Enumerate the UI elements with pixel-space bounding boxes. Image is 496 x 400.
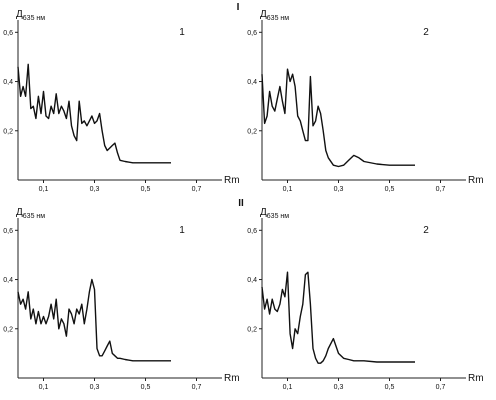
x-tick-label: 0,5 <box>141 186 151 193</box>
x-tick-label: 0,7 <box>436 186 446 193</box>
y-tick-label: 0,6 <box>247 30 257 37</box>
x-tick-label: 0,5 <box>385 384 395 391</box>
y-axis-label-sub: 635 нм <box>267 213 289 220</box>
y-tick-label: 0,4 <box>3 277 13 284</box>
x-tick-label: 0,3 <box>90 384 100 391</box>
series-line <box>17 278 171 362</box>
x-tick-label: 0,5 <box>385 186 395 193</box>
x-axis-label: Rm <box>468 373 484 384</box>
chart-panel-4: 0,1 0,3 0,5 0,7 0,2 0,4 0,6 Д635 нм Rm 2 <box>247 207 483 391</box>
y-axis-label-sub: 635 нм <box>267 15 289 22</box>
y-axis-label-sub: 635 нм <box>23 213 45 220</box>
x-tick-label: 0,3 <box>334 186 344 193</box>
series-line <box>261 68 415 168</box>
y-axis-label: Д635 нм <box>260 207 289 220</box>
x-tick-label: 0,7 <box>192 384 202 391</box>
y-axis-label-sub: 635 нм <box>23 15 45 22</box>
series-line <box>261 271 415 364</box>
x-tick-label: 0,3 <box>90 186 100 193</box>
panel-label: 1 <box>179 225 185 236</box>
panel-label: 2 <box>423 225 429 236</box>
x-tick-label: 0,1 <box>39 186 49 193</box>
y-axis-label-main: Д <box>260 207 267 218</box>
series-line <box>17 63 171 164</box>
x-tick-label: 0,1 <box>283 384 293 391</box>
y-tick-label: 0,2 <box>3 326 13 333</box>
y-tick-label: 0,4 <box>247 277 257 284</box>
x-axis-label: Rm <box>224 175 240 186</box>
panel-label: 2 <box>423 27 429 38</box>
y-tick-label: 0,2 <box>247 128 257 135</box>
y-tick-label: 0,4 <box>3 79 13 86</box>
y-tick-label: 0,6 <box>3 228 13 235</box>
chart-panel-1: 0,1 0,3 0,5 0,7 0,2 0,4 0,6 Д635 нм Rm 1 <box>3 9 239 193</box>
x-tick-label: 0,5 <box>141 384 151 391</box>
panel-label: 1 <box>179 27 185 38</box>
x-tick-label: 0,3 <box>334 384 344 391</box>
x-tick-label: 0,7 <box>192 186 202 193</box>
group-label-2: II <box>238 198 244 209</box>
y-tick-label: 0,4 <box>247 79 257 86</box>
y-axis-label-main: Д <box>260 9 267 20</box>
x-tick-label: 0,1 <box>39 384 49 391</box>
y-axis-label: Д635 нм <box>16 9 45 22</box>
x-tick-label: 0,1 <box>283 186 293 193</box>
group-label-1: I <box>237 2 240 13</box>
x-tick-label: 0,7 <box>436 384 446 391</box>
y-tick-label: 0,6 <box>247 228 257 235</box>
y-axis-label-main: Д <box>16 207 23 218</box>
y-tick-label: 0,6 <box>3 30 13 37</box>
x-axis-label: Rm <box>468 175 484 186</box>
x-axis-label: Rm <box>224 373 240 384</box>
y-axis-label: Д635 нм <box>260 9 289 22</box>
y-tick-label: 0,2 <box>247 326 257 333</box>
y-axis-label: Д635 нм <box>16 207 45 220</box>
chart-panel-3: 0,1 0,3 0,5 0,7 0,2 0,4 0,6 Д635 нм Rm 1 <box>3 207 239 391</box>
y-tick-label: 0,2 <box>3 128 13 135</box>
y-axis-label-main: Д <box>16 9 23 20</box>
chart-panel-2: 0,1 0,3 0,5 0,7 0,2 0,4 0,6 Д635 нм Rm 2 <box>247 9 483 193</box>
